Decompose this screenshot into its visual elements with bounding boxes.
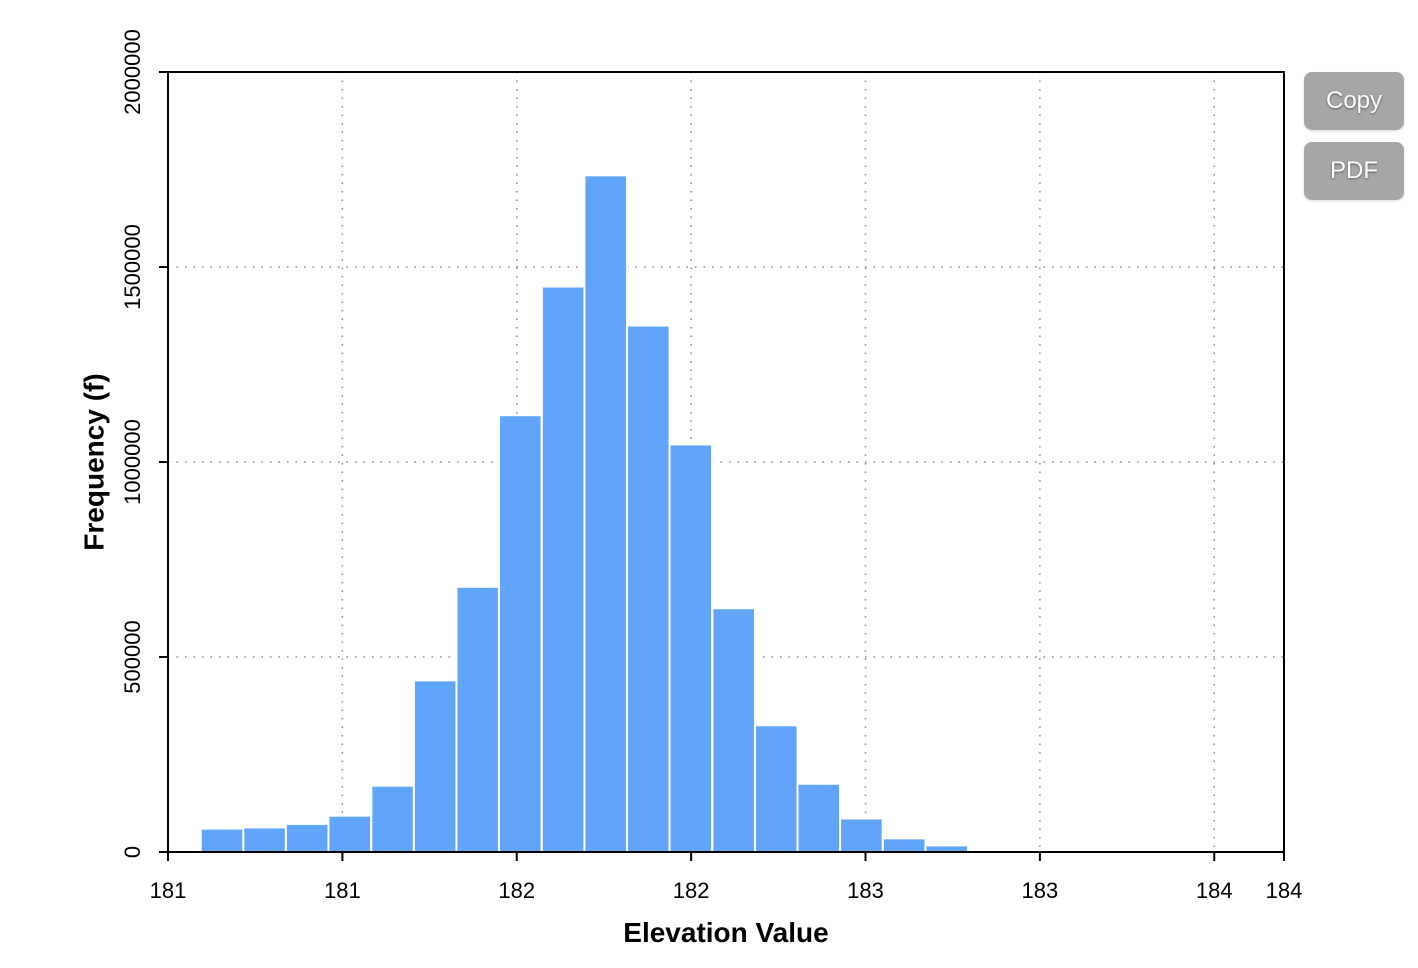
histogram-bar (540, 285, 586, 853)
x-axis-title: Elevation Value (623, 917, 828, 948)
x-tick-label: 181 (324, 878, 361, 903)
x-tick-label: 184 (1266, 878, 1303, 903)
x-axis-ticks: 181 181 182 182 183 183 184 184 (150, 852, 1303, 903)
x-tick-label: 183 (1022, 878, 1059, 903)
x-tick-label: 182 (498, 878, 535, 903)
y-tick-label: 500000 (120, 620, 145, 693)
histogram-bar (199, 827, 245, 853)
x-tick-label: 184 (1196, 878, 1233, 903)
histogram-bar (711, 607, 757, 853)
histogram-bar (327, 814, 373, 853)
histogram-bar (284, 822, 330, 853)
x-tick-label: 181 (150, 878, 187, 903)
histogram-bar (839, 817, 884, 854)
histogram-bar (497, 414, 543, 853)
histogram-bar (455, 585, 501, 853)
y-tick-label: 1500000 (120, 224, 145, 310)
x-tick-label: 182 (673, 878, 710, 903)
histogram-bar (796, 782, 842, 853)
histogram-bar (242, 826, 287, 853)
x-tick-label: 183 (847, 878, 884, 903)
y-tick-label: 2000000 (120, 29, 145, 115)
histogram-bar (881, 837, 927, 853)
y-tick-label: 1000000 (120, 419, 145, 505)
histogram-bar (753, 724, 799, 853)
histogram-bars (199, 174, 1012, 854)
histogram-bar (370, 784, 415, 854)
y-axis-ticks: 0 500000 1000000 1500000 2000000 (120, 29, 168, 858)
y-axis-title: Frequency (f) (78, 373, 109, 550)
histogram-bar (625, 324, 671, 853)
histogram-bar (583, 174, 629, 854)
copy-button[interactable]: Copy (1304, 72, 1404, 130)
histogram-bar (668, 443, 714, 853)
histogram-bar (412, 679, 458, 854)
pdf-button[interactable]: PDF (1304, 142, 1404, 200)
y-tick-label: 0 (120, 846, 145, 858)
